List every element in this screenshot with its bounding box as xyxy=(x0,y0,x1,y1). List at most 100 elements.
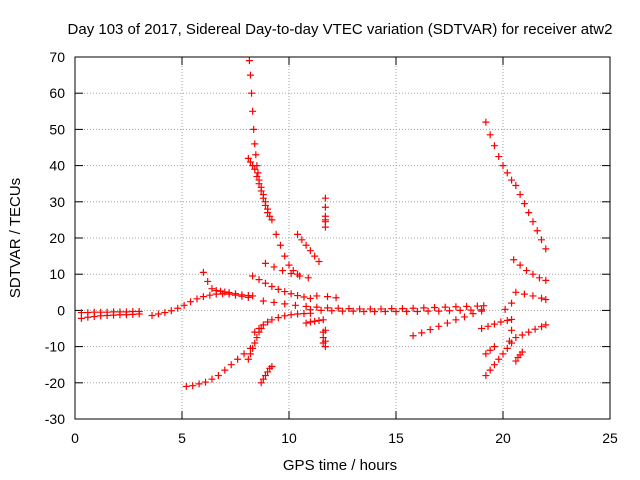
data-point xyxy=(281,300,289,308)
data-point xyxy=(249,107,257,115)
x-axis-label: GPS time / hours xyxy=(283,457,397,474)
data-point xyxy=(321,194,329,202)
data-point xyxy=(212,286,220,294)
data-point xyxy=(257,325,265,332)
data-point xyxy=(490,142,498,150)
y-tick-label: 60 xyxy=(49,85,65,101)
data-point xyxy=(252,151,260,159)
data-point xyxy=(248,89,256,97)
data-point xyxy=(199,293,207,301)
data-series-late-upper xyxy=(482,118,550,253)
data-series-sparse-11h-c xyxy=(313,292,340,302)
x-tick-label: 5 xyxy=(178,430,186,446)
data-point xyxy=(287,311,295,319)
data-point xyxy=(257,187,265,195)
data-point xyxy=(189,382,197,390)
data-point xyxy=(238,291,246,299)
data-point xyxy=(90,308,98,316)
data-point xyxy=(199,268,207,276)
data-point xyxy=(287,290,295,298)
axis-ticks: 0 5 10 15 20 25 -30 -20 -10 0 10 20 30 40 50 60 70 xyxy=(45,49,618,446)
data-point xyxy=(259,375,267,383)
data-point xyxy=(452,316,460,324)
data-point xyxy=(129,307,137,315)
x-tick-label: 0 xyxy=(71,430,79,446)
data-point xyxy=(321,337,329,345)
data-point xyxy=(525,209,533,217)
data-point xyxy=(279,267,287,275)
y-tick-label: -30 xyxy=(45,411,65,427)
data-series-late-low-e xyxy=(512,348,526,365)
data-point xyxy=(249,272,257,280)
data-point xyxy=(435,307,443,315)
y-tick-label: 50 xyxy=(49,121,65,137)
data-point xyxy=(167,307,175,315)
data-point xyxy=(195,380,203,388)
data-point xyxy=(135,307,143,315)
data-point xyxy=(460,313,468,321)
data-point xyxy=(435,322,443,330)
data-point xyxy=(319,316,327,324)
data-point xyxy=(251,140,259,148)
data-series-lower-10h xyxy=(302,316,327,327)
data-point xyxy=(377,305,385,313)
data-point xyxy=(349,307,357,315)
data-series-main-baseline-low xyxy=(306,306,486,315)
y-tick-label: 70 xyxy=(49,49,65,65)
data-point xyxy=(486,346,494,354)
data-point xyxy=(261,279,269,287)
data-point xyxy=(161,309,169,317)
y-axis-label: SDTVAR / TECUs xyxy=(7,178,24,298)
data-point xyxy=(324,293,332,301)
data-point xyxy=(473,302,481,310)
data-point xyxy=(392,307,400,315)
data-point xyxy=(249,344,257,352)
data-point xyxy=(261,201,269,209)
data-series-late-low-a xyxy=(478,315,516,332)
data-point xyxy=(413,307,421,315)
data-point xyxy=(360,307,368,315)
data-point xyxy=(516,191,524,199)
data-point xyxy=(250,125,258,133)
data-point xyxy=(324,304,332,312)
data-point xyxy=(253,334,261,342)
data-point xyxy=(409,332,417,340)
data-point xyxy=(503,169,511,177)
data-point xyxy=(294,230,302,238)
data-point xyxy=(508,326,516,334)
data-point xyxy=(249,292,257,300)
data-point xyxy=(409,304,417,312)
data-point xyxy=(512,182,520,190)
data-series-late-mid-b xyxy=(512,288,550,304)
x-tick-label: 15 xyxy=(388,430,404,446)
data-point xyxy=(366,305,374,313)
data-point xyxy=(315,258,323,266)
data-point xyxy=(306,294,314,302)
data-point xyxy=(251,165,259,173)
data-point xyxy=(495,355,503,363)
data-point xyxy=(249,162,257,170)
data-series-decay-10h xyxy=(294,230,323,266)
data-point xyxy=(313,292,321,300)
data-point xyxy=(296,272,304,280)
data-point xyxy=(202,378,210,386)
data-point xyxy=(182,382,190,390)
data-point xyxy=(512,334,520,342)
data-point xyxy=(300,310,308,318)
data-point xyxy=(264,318,272,326)
data-point xyxy=(148,311,156,319)
data-point xyxy=(187,298,195,306)
data-point xyxy=(371,307,379,315)
data-point xyxy=(174,304,182,312)
data-point xyxy=(240,350,248,358)
data-point xyxy=(311,252,319,260)
data-point xyxy=(508,299,516,307)
chart-title: Day 103 of 2017, Sidereal Day-to-day VTE… xyxy=(68,21,613,38)
data-point xyxy=(206,291,214,299)
data-series-late-low-b xyxy=(505,321,550,345)
data-point xyxy=(531,325,539,333)
data-point xyxy=(523,267,531,275)
data-point xyxy=(490,320,498,328)
data-point xyxy=(306,309,314,317)
